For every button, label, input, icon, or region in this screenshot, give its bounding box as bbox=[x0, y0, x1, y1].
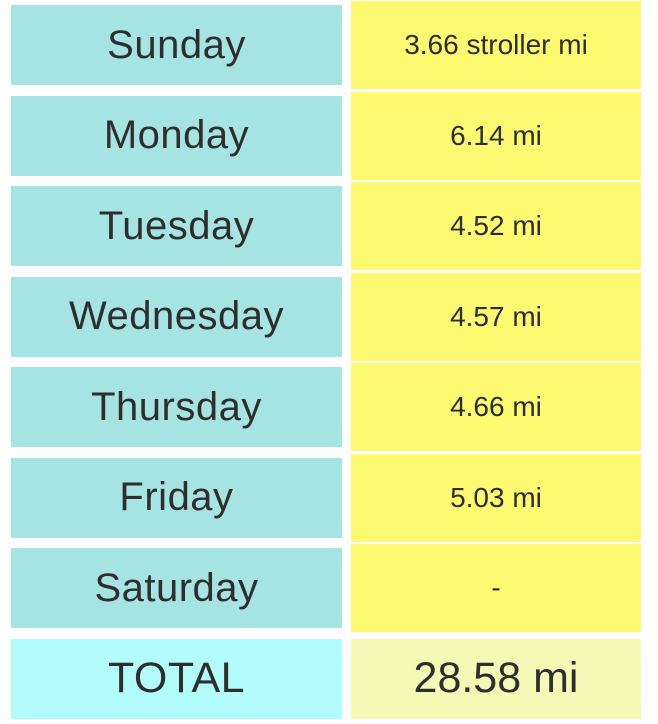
day-cell: Friday bbox=[11, 457, 342, 538]
day-cell: Sunday bbox=[11, 5, 342, 86]
value-cell: 3.66 stroller mi bbox=[351, 1, 641, 90]
total-value-cell: 28.58 mi bbox=[351, 638, 641, 719]
table-row: Monday 6.14 mi bbox=[0, 91, 658, 182]
table-row: Tuesday 4.52 mi bbox=[0, 181, 658, 272]
day-cell: Thursday bbox=[11, 367, 342, 448]
total-label-cell: TOTAL bbox=[11, 638, 342, 719]
table-row: Sunday 3.66 stroller mi bbox=[0, 0, 658, 91]
value-cell: 4.57 mi bbox=[351, 272, 641, 361]
table-row: Wednesday 4.57 mi bbox=[0, 272, 658, 363]
table-row: Thursday 4.66 mi bbox=[0, 362, 658, 453]
value-cell: - bbox=[351, 544, 641, 633]
day-cell: Tuesday bbox=[11, 186, 342, 267]
day-cell: Monday bbox=[11, 95, 342, 176]
total-row: TOTAL 28.58 mi bbox=[0, 634, 658, 724]
day-cell: Wednesday bbox=[11, 276, 342, 357]
table-row: Saturday - bbox=[0, 543, 658, 634]
value-cell: 5.03 mi bbox=[351, 453, 641, 542]
value-cell: 4.52 mi bbox=[351, 182, 641, 271]
value-cell: 6.14 mi bbox=[351, 91, 641, 180]
table-row: Friday 5.03 mi bbox=[0, 453, 658, 544]
day-cell: Saturday bbox=[11, 548, 342, 629]
value-cell: 4.66 mi bbox=[351, 363, 641, 452]
